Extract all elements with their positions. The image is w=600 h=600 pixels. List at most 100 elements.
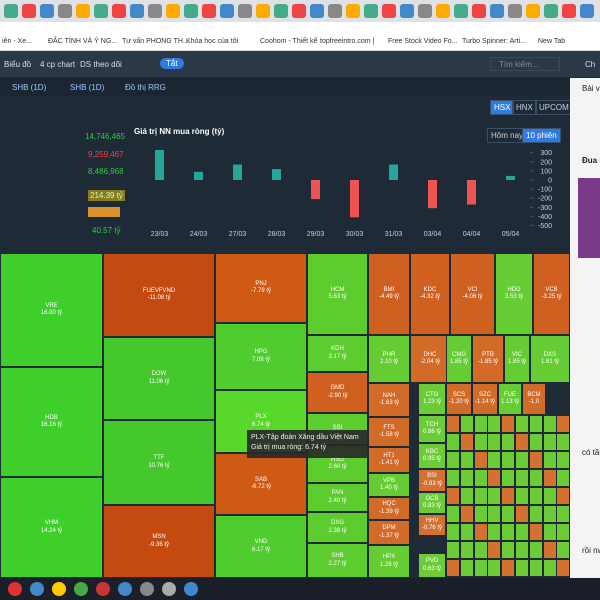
treemap-cell[interactable]: GMD -2.90 tỷ xyxy=(307,372,368,413)
treemap-cell[interactable]: VCI -4.06 tỷ xyxy=(450,253,495,335)
taskbar-icon[interactable] xyxy=(96,582,110,596)
tab-icon[interactable] xyxy=(508,4,522,18)
treemap-cell[interactable]: SCS -1.20 tỷ xyxy=(446,383,472,415)
treemap-cell[interactable]: HDB 16.16 tỷ xyxy=(0,367,103,477)
treemap-cell[interactable]: VND 6.17 tỷ xyxy=(215,515,307,578)
tab-icon[interactable] xyxy=(58,4,72,18)
bookmark[interactable]: Coohom - Thiết kế xyxy=(260,38,318,45)
tab-icon[interactable] xyxy=(454,4,468,18)
treemap-cell[interactable]: CTG 1.23 tỷ xyxy=(418,383,446,415)
treemap-cell[interactable]: PTB -1.85 tỷ xyxy=(472,335,504,383)
treemap-cell[interactable]: VIC 1.85 tỷ xyxy=(504,335,530,383)
treemap-cell[interactable]: SHB 2.27 tỷ xyxy=(307,543,368,578)
exchange-button[interactable]: HNX xyxy=(512,100,537,115)
bookmark[interactable]: topfreeintro.com | xyxy=(320,38,375,45)
treemap-cell[interactable]: DXG 2.38 tỷ xyxy=(307,512,368,543)
tab-icon[interactable] xyxy=(364,4,378,18)
treemap-cell[interactable]: HPG 7.08 tỷ xyxy=(215,323,307,390)
treemap-cell[interactable]: PNJ -7.79 tỷ xyxy=(215,253,307,323)
treemap-cell[interactable]: HT1 -1.41 tỷ xyxy=(368,447,410,473)
treemap-cell[interactable]: HHV -0.76 tỷ xyxy=(418,514,446,536)
tab-icon[interactable] xyxy=(310,4,324,18)
treemap-cell[interactable]: SZC -1.14 tỷ xyxy=(472,383,498,415)
tab-icon[interactable] xyxy=(76,4,90,18)
taskbar-icon[interactable] xyxy=(162,582,176,596)
bookmark[interactable]: Turbo Spinner: Arti... xyxy=(462,38,526,45)
treemap-cell[interactable]: VHM 14.24 tỷ xyxy=(0,477,103,578)
treemap-cell[interactable]: NAH -1.63 tỷ xyxy=(368,383,410,417)
treemap-cell[interactable]: HDG 3.53 tỷ xyxy=(495,253,533,335)
treemap-cell[interactable]: HPX 1.26 tỷ xyxy=(368,545,410,578)
period-button[interactable]: 10 phiên xyxy=(522,128,561,143)
treemap-cell[interactable]: FTS -1.58 tỷ xyxy=(368,417,410,447)
treemap-cell[interactable]: BSI -0.83 tỷ xyxy=(418,469,446,492)
tab-icon[interactable] xyxy=(472,4,486,18)
treemap-cell[interactable]: BCM -1.0 xyxy=(522,383,546,415)
tab-icon[interactable] xyxy=(544,4,558,18)
taskbar-icon[interactable] xyxy=(52,582,66,596)
tab-icon[interactable] xyxy=(418,4,432,18)
treemap-cell[interactable]: KDH 3.17 tỷ xyxy=(307,335,368,372)
panel-tab[interactable]: SHB (1D) xyxy=(70,83,105,92)
treemap-cell[interactable]: TCH 0.96 tỷ xyxy=(418,415,446,443)
treemap-cell[interactable]: KDC -4.32 tỷ xyxy=(410,253,450,335)
panel-tab[interactable]: Đồ thị RRG xyxy=(125,83,166,92)
treemap-cell[interactable]: DPM -1.37 tỷ xyxy=(368,520,410,545)
treemap-cell[interactable]: SAB -6.72 tỷ xyxy=(215,453,307,515)
tab-icon[interactable] xyxy=(94,4,108,18)
tab-icon[interactable] xyxy=(148,4,162,18)
tab-icon[interactable] xyxy=(490,4,504,18)
taskbar-icon[interactable] xyxy=(8,582,22,596)
bookmark[interactable]: Free Stock Video Fo... xyxy=(388,38,458,45)
taskbar-icon[interactable] xyxy=(74,582,88,596)
tab-icon[interactable] xyxy=(4,4,18,18)
tab-icon[interactable] xyxy=(382,4,396,18)
tab-icon[interactable] xyxy=(184,4,198,18)
taskbar-icon[interactable] xyxy=(184,582,198,596)
bookmark[interactable]: iên - Xe... xyxy=(2,38,32,45)
tab-icon[interactable] xyxy=(292,4,306,18)
toggle[interactable]: Tắt xyxy=(160,58,184,69)
treemap-cell[interactable]: FUE 1.13 tỷ xyxy=(498,383,522,415)
tab-icon[interactable] xyxy=(400,4,414,18)
treemap-cell[interactable]: VRE 16.80 tỷ xyxy=(0,253,103,367)
treemap-cell[interactable]: HQC -1.39 tỷ xyxy=(368,497,410,520)
bookmark[interactable]: Khóa học của tôi xyxy=(186,38,239,45)
tab-icon[interactable] xyxy=(202,4,216,18)
taskbar-icon[interactable] xyxy=(118,582,132,596)
tab-icon[interactable] xyxy=(328,4,342,18)
exchange-button[interactable]: HSX xyxy=(490,100,515,115)
treemap-cell[interactable]: PHR 2.10 tỷ xyxy=(368,335,410,383)
tab-icon[interactable] xyxy=(436,4,450,18)
tab-icon[interactable] xyxy=(256,4,270,18)
menu-item[interactable]: Ch xyxy=(585,60,596,69)
tab-icon[interactable] xyxy=(526,4,540,18)
tab-icon[interactable] xyxy=(112,4,126,18)
treemap-cell[interactable]: BMI -4.49 tỷ xyxy=(368,253,410,335)
tab-icon[interactable] xyxy=(220,4,234,18)
menu-item[interactable]: 4 cp chart xyxy=(40,60,76,69)
treemap-cell[interactable]: VPB 1.40 tỷ xyxy=(368,473,410,497)
menu-item[interactable]: DS theo dõi xyxy=(80,60,122,69)
treemap-cell[interactable]: PAN 2.40 tỷ xyxy=(307,483,368,512)
treemap-cell[interactable]: FUEVFVND -11.08 tỷ xyxy=(103,253,215,337)
tab-icon[interactable] xyxy=(274,4,288,18)
tab-icon[interactable] xyxy=(166,4,180,18)
bookmark[interactable]: ĐẮC TÍNH VÀ Ý NG... xyxy=(48,38,118,45)
tab-icon[interactable] xyxy=(130,4,144,18)
treemap-cell[interactable]: KBC 0.95 tỷ xyxy=(418,443,446,469)
taskbar-icon[interactable] xyxy=(140,582,154,596)
tab-icon[interactable] xyxy=(346,4,360,18)
treemap-cell[interactable]: DHC -2.04 tỷ xyxy=(410,335,450,383)
tab-icon[interactable] xyxy=(22,4,36,18)
treemap-cell[interactable]: MSN -9.36 tỷ xyxy=(103,505,215,578)
bookmark[interactable]: New Tab xyxy=(538,38,566,45)
treemap-cell[interactable]: OCB 0.83 tỷ xyxy=(418,492,446,514)
treemap-cell[interactable]: PVD 0.63 tỷ xyxy=(418,553,446,578)
treemap-cell[interactable]: VCB -3.25 tỷ xyxy=(533,253,570,335)
panel-tab[interactable]: SHB (1D) xyxy=(12,83,47,92)
treemap-cell[interactable]: HCM 5.63 tỷ xyxy=(307,253,368,335)
treemap-cell[interactable]: DXS 1.81 tỷ xyxy=(530,335,570,383)
treemap-cell[interactable]: CMG 1.85 tỷ xyxy=(446,335,472,383)
treemap-cell[interactable]: TTF 10.76 tỷ xyxy=(103,420,215,505)
